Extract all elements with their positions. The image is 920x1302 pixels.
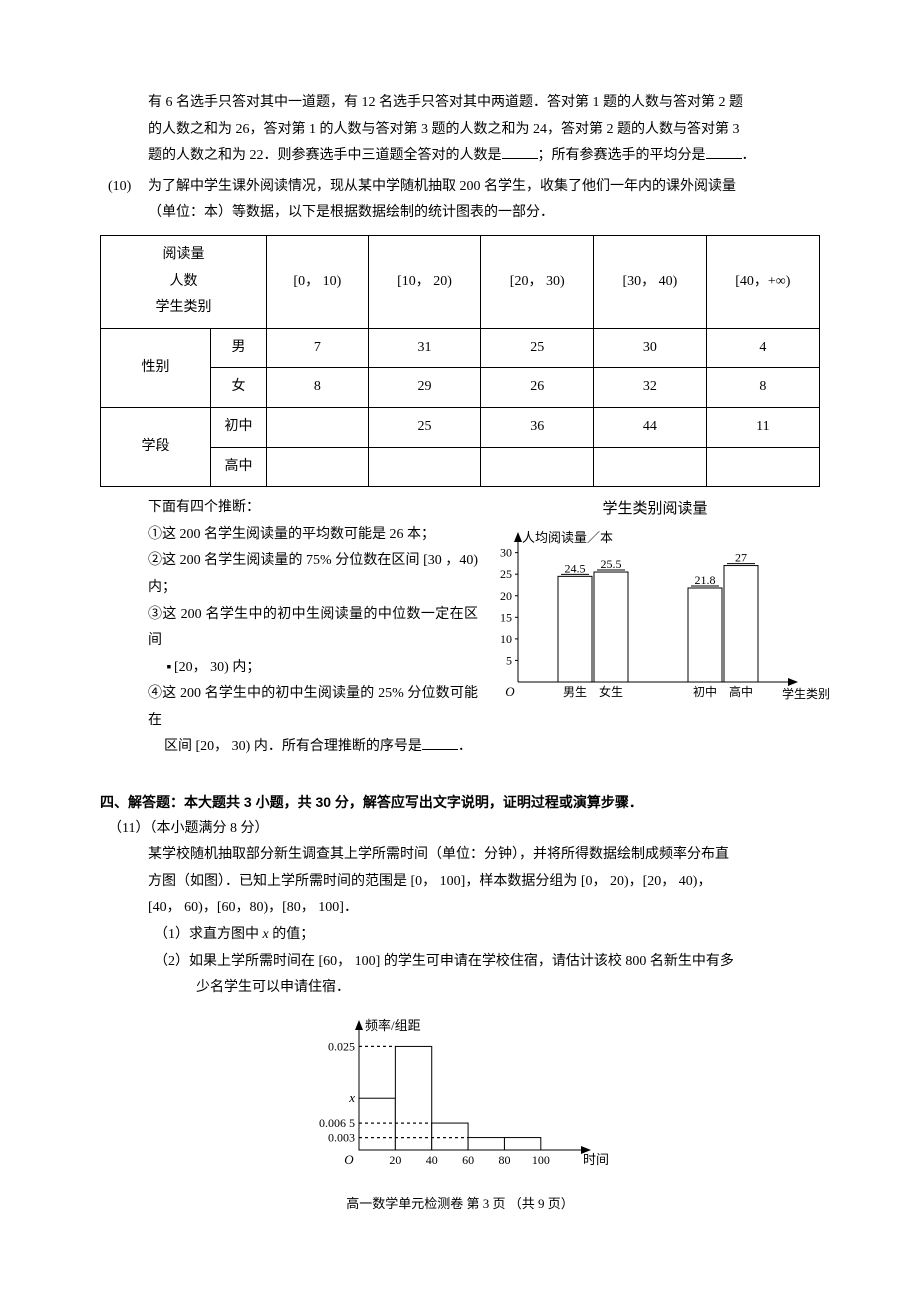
svg-text:30: 30: [500, 545, 512, 559]
blank: [422, 736, 458, 750]
cell: 36: [481, 407, 594, 447]
q11-s1: （1）求直方图中 x 的值；: [100, 922, 820, 949]
q10-head2: （单位：本）等数据，以下是根据数据绘制的统计图表的一部分．: [100, 200, 820, 227]
col-header: [40，+∞): [706, 235, 819, 328]
cell: [368, 447, 481, 487]
q9-line3b: ；所有参赛选手的平均分是: [538, 148, 706, 163]
inf2: ②这 200 名学生阅读量的 75% 分位数在区间 [30 ，40) 内；: [148, 548, 478, 601]
svg-text:频率/组距: 频率/组距: [365, 1018, 421, 1033]
cell: [267, 407, 369, 447]
cell: 32: [594, 368, 707, 408]
svg-text:24.5: 24.5: [565, 561, 586, 575]
svg-text:25: 25: [500, 567, 512, 581]
inf4a: ④这 200 名学生中的初中生阅读量的 25% 分位数可能在: [148, 681, 478, 734]
svg-text:男生: 男生: [563, 685, 587, 699]
svg-text:学生类别: 学生类别: [782, 686, 830, 701]
q10-head: (10) 为了解中学生课外阅读情况，现从某中学随机抽取 200 名学生，收集了他…: [108, 174, 820, 201]
page-footer: 高一数学单元检测卷 第 3 页 （共 9 页）: [100, 1192, 820, 1217]
cell: 29: [368, 368, 481, 408]
svg-text:x: x: [348, 1090, 355, 1105]
cell: [706, 447, 819, 487]
svg-text:初中: 初中: [693, 684, 717, 699]
cell: 31: [368, 328, 481, 368]
sub-label: 高中: [211, 447, 267, 487]
q11-p3: [40， 60)，[60，80)，[80， 100]．: [100, 895, 820, 922]
q10-num: (10): [108, 174, 148, 201]
q9-line3c: ．: [742, 148, 756, 163]
q10-head1: 为了解中学生课外阅读情况，现从某中学随机抽取 200 名学生，收集了他们一年内的…: [148, 174, 820, 201]
svg-text:60: 60: [462, 1153, 474, 1167]
col-header: [0， 10): [267, 235, 369, 328]
q11-p1: 某学校随机抽取部分新生调查其上学所需时间（单位：分钟），并将所得数据绘制成频率分…: [100, 842, 820, 869]
svg-text:高中: 高中: [729, 684, 753, 699]
svg-text:40: 40: [426, 1153, 438, 1167]
sub-label: 初中: [211, 407, 267, 447]
q9-line3a: 题的人数之和为 22．则参赛选手中三道题全答对的人数是: [148, 148, 502, 163]
col-header: [30， 40): [594, 235, 707, 328]
cell: 7: [267, 328, 369, 368]
group-label: 性别: [101, 328, 211, 407]
svg-text:20: 20: [500, 588, 512, 602]
inf1: ①这 200 名学生阅读量的平均数可能是 26 本；: [148, 522, 478, 549]
svg-text:女生: 女生: [599, 684, 623, 699]
cell: 25: [481, 328, 594, 368]
table-corner: 阅读量人数学生类别: [101, 235, 267, 328]
cell: 44: [594, 407, 707, 447]
cell: 4: [706, 328, 819, 368]
group-label: 学段: [101, 407, 211, 486]
q9-line3: 题的人数之和为 22．则参赛选手中三道题全答对的人数是 ；所有参赛选手的平均分是 ．: [100, 143, 820, 170]
q11-s2a: （2）如果上学所需时间在 [60， 100] 的学生可申请在学校住宿，请估计该校…: [100, 949, 820, 976]
svg-text:25.5: 25.5: [601, 557, 622, 571]
cell: 8: [706, 368, 819, 408]
svg-text:5: 5: [506, 653, 512, 667]
q11-p2: 方图（如图）．已知上学所需时间的范围是 [0， 100]，样本数据分组为 [0，…: [100, 869, 820, 896]
inf3a: ③这 200 名学生中的初中生阅读量的中位数一定在区间: [148, 602, 478, 655]
svg-text:27: 27: [735, 550, 747, 564]
sub-label: 男: [211, 328, 267, 368]
svg-text:100: 100: [532, 1153, 550, 1167]
cell: 26: [481, 368, 594, 408]
svg-text:时间: 时间: [583, 1152, 609, 1167]
q10-table: 阅读量人数学生类别[0， 10)[10， 20)[20， 30)[30， 40)…: [100, 235, 820, 487]
cell: 25: [368, 407, 481, 447]
blank: [502, 145, 538, 159]
cell: 11: [706, 407, 819, 447]
svg-text:21.8: 21.8: [695, 573, 716, 587]
cell: 30: [594, 328, 707, 368]
blank: [706, 145, 742, 159]
inf3b: ▪[20， 30) 内；: [148, 655, 478, 682]
svg-text:O: O: [344, 1152, 354, 1167]
q10-chart-title: 学生类别阅读量: [490, 495, 820, 524]
svg-text:0.003: 0.003: [328, 1130, 355, 1144]
inf4b: 区间 [20， 30) 内．所有合理推断的序号是．: [148, 734, 478, 761]
col-header: [20， 30): [481, 235, 594, 328]
cell: [481, 447, 594, 487]
svg-text:20: 20: [389, 1153, 401, 1167]
q9-line2: 的人数之和为 26，答对第 1 的人数与答对第 3 题的人数之和为 24，答对第…: [100, 117, 820, 144]
svg-text:人均阅读量／本: 人均阅读量／本: [522, 530, 613, 545]
cell: 8: [267, 368, 369, 408]
q9-line1: 有 6 名选手只答对其中一道题，有 12 名选手只答对其中两道题．答对第 1 题…: [100, 90, 820, 117]
inference-head: 下面有四个推断：: [148, 495, 478, 522]
q11-s2b: 少名学生可以申请住宿．: [100, 975, 820, 1002]
q10-chart: 51015202530O人均阅读量／本学生类别24.5男生25.5女生21.8初…: [490, 526, 820, 721]
cell: [594, 447, 707, 487]
section4-head: 四、解答题：本大题共 3 小题，共 30 分，解答应写出文字说明，证明过程或演算…: [100, 789, 820, 816]
col-header: [10， 20): [368, 235, 481, 328]
sub-label: 女: [211, 368, 267, 408]
svg-text:80: 80: [498, 1153, 510, 1167]
q11-chart: 0.025 0.006 50.003 x 20 40 60 80 100 O 频率/组距时间: [100, 1012, 820, 1187]
svg-text:15: 15: [500, 610, 512, 624]
cell: [267, 447, 369, 487]
svg-text:O: O: [505, 684, 515, 699]
svg-text:0.025: 0.025: [328, 1039, 355, 1053]
svg-text:0.006 5: 0.006 5: [319, 1116, 355, 1130]
svg-text:10: 10: [500, 632, 512, 646]
q11-num: （11）（本小题满分 8 分）: [100, 816, 820, 843]
